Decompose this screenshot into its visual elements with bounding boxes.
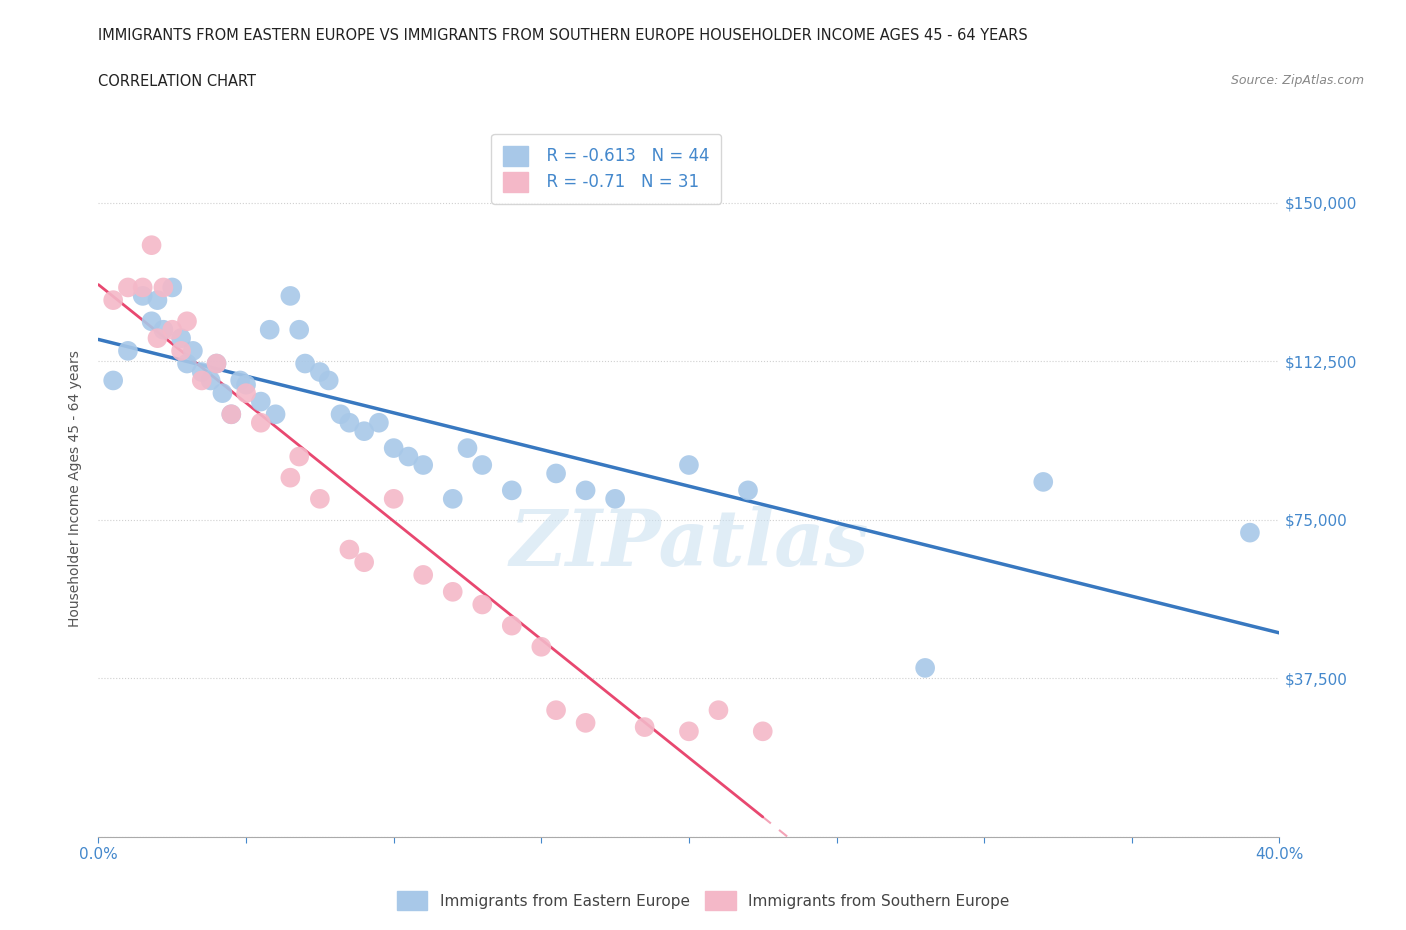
Point: [235, 378, 257, 392]
Point: [191, 365, 214, 379]
Point: [456, 441, 478, 456]
Point: [219, 406, 242, 421]
Point: [1032, 474, 1054, 489]
Text: ZIPatlas: ZIPatlas: [509, 506, 869, 582]
Point: [396, 449, 419, 464]
Point: [546, 466, 568, 481]
Point: [278, 471, 302, 485]
Point: [353, 424, 375, 439]
Point: [219, 406, 242, 421]
Point: [152, 280, 174, 295]
Point: [318, 373, 340, 388]
Point: [162, 323, 183, 338]
Point: [471, 458, 494, 472]
Y-axis label: Householder Income Ages 45 - 64 years: Householder Income Ages 45 - 64 years: [69, 350, 83, 627]
Point: [294, 356, 316, 371]
Point: [309, 365, 332, 379]
Point: [737, 483, 759, 498]
Point: [339, 542, 360, 557]
Point: [1239, 525, 1261, 540]
Point: [574, 715, 596, 730]
Point: [914, 660, 936, 675]
Point: [191, 373, 214, 388]
Point: [633, 720, 655, 735]
Point: [103, 373, 125, 388]
Point: [471, 597, 494, 612]
Point: [117, 280, 139, 295]
Point: [141, 313, 163, 328]
Text: Source: ZipAtlas.com: Source: ZipAtlas.com: [1230, 74, 1364, 87]
Text: IMMIGRANTS FROM EASTERN EUROPE VS IMMIGRANTS FROM SOUTHERN EUROPE HOUSEHOLDER IN: IMMIGRANTS FROM EASTERN EUROPE VS IMMIGR…: [98, 28, 1028, 43]
Point: [141, 238, 163, 253]
Point: [132, 280, 155, 295]
Point: [288, 449, 311, 464]
Point: [382, 491, 405, 506]
Point: [176, 313, 198, 328]
Point: [278, 288, 302, 303]
Point: [152, 323, 174, 338]
Point: [200, 373, 222, 388]
Point: [530, 639, 553, 654]
Point: [382, 441, 405, 456]
Point: [211, 386, 233, 401]
Point: [170, 343, 193, 358]
Point: [146, 293, 169, 308]
Point: [368, 416, 391, 431]
Point: [176, 356, 198, 371]
Point: [605, 491, 627, 506]
Point: [501, 618, 523, 633]
Point: [309, 491, 332, 506]
Point: [546, 703, 568, 718]
Point: [574, 483, 596, 498]
Legend: Immigrants from Eastern Europe, Immigrants from Southern Europe: Immigrants from Eastern Europe, Immigran…: [389, 884, 1017, 918]
Point: [412, 567, 434, 582]
Point: [103, 293, 125, 308]
Point: [751, 724, 773, 738]
Point: [707, 703, 730, 718]
Point: [132, 288, 155, 303]
Point: [329, 406, 352, 421]
Point: [162, 280, 183, 295]
Point: [205, 356, 228, 371]
Text: CORRELATION CHART: CORRELATION CHART: [98, 74, 256, 89]
Point: [250, 416, 273, 431]
Point: [264, 406, 287, 421]
Point: [259, 323, 281, 338]
Point: [501, 483, 523, 498]
Point: [353, 555, 375, 570]
Point: [235, 386, 257, 401]
Point: [146, 331, 169, 346]
Point: [412, 458, 434, 472]
Point: [678, 458, 700, 472]
Point: [205, 356, 228, 371]
Point: [441, 491, 464, 506]
Point: [181, 343, 204, 358]
Point: [678, 724, 700, 738]
Point: [339, 416, 360, 431]
Point: [117, 343, 139, 358]
Point: [441, 584, 464, 599]
Legend:   R = -0.613   N = 44,   R = -0.71   N = 31: R = -0.613 N = 44, R = -0.71 N = 31: [491, 134, 721, 204]
Point: [229, 373, 252, 388]
Point: [170, 331, 193, 346]
Point: [288, 323, 311, 338]
Point: [250, 394, 273, 409]
